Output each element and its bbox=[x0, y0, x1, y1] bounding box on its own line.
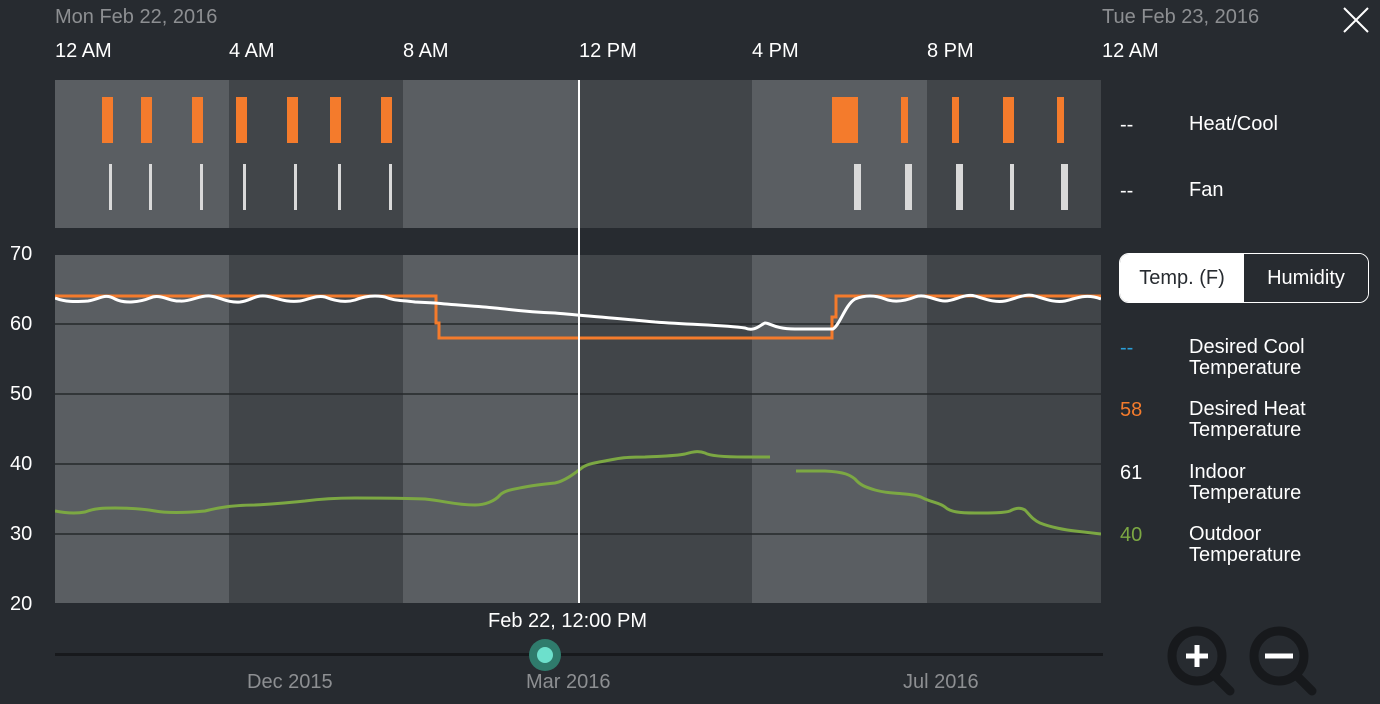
end-date: Tue Feb 23, 2016 bbox=[1102, 6, 1260, 28]
time-tick: 12 AM bbox=[1102, 40, 1159, 62]
indoor-temperature-line bbox=[55, 293, 1101, 331]
selected-time-label: Feb 22, 12:00 PM bbox=[488, 610, 647, 632]
start-date: Mon Feb 22, 2016 bbox=[55, 6, 218, 28]
y-tick: 20 bbox=[10, 593, 33, 615]
y-tick: 40 bbox=[10, 453, 33, 475]
heat-cool-value: -- bbox=[1120, 114, 1134, 136]
zoom-in-button[interactable] bbox=[1164, 625, 1236, 697]
outdoor-temperature-line-1 bbox=[55, 450, 770, 515]
close-icon bbox=[1343, 7, 1369, 33]
time-tick: 12 PM bbox=[579, 40, 637, 62]
zoom-out-button[interactable] bbox=[1248, 625, 1320, 697]
y-tick: 50 bbox=[10, 383, 33, 405]
time-tick: 4 PM bbox=[752, 40, 799, 62]
close-button[interactable] bbox=[1342, 6, 1370, 34]
heat-cool-label: Heat/Cool bbox=[1189, 113, 1278, 135]
y-tick: 70 bbox=[10, 243, 33, 265]
timeline-handle[interactable] bbox=[529, 639, 561, 671]
time-tick: 8 PM bbox=[927, 40, 974, 62]
metric-toggle[interactable]: Temp. (F) Humidity bbox=[1119, 253, 1369, 303]
month-label: Dec 2015 bbox=[247, 671, 333, 693]
toggle-humidity[interactable]: Humidity bbox=[1244, 254, 1368, 302]
month-label: Mar 2016 bbox=[526, 671, 611, 693]
desired-heat-line bbox=[55, 294, 1101, 340]
month-label: Jul 2016 bbox=[903, 671, 979, 693]
outdoor-value: 40 bbox=[1120, 524, 1143, 546]
activity-panel bbox=[55, 80, 1101, 228]
zoom-out-icon bbox=[1249, 626, 1317, 696]
toggle-temp[interactable]: Temp. (F) bbox=[1120, 254, 1244, 302]
y-tick: 60 bbox=[10, 313, 33, 335]
indoor-label: Indoor Temperature bbox=[1189, 461, 1302, 504]
temperature-chart[interactable] bbox=[55, 255, 1101, 603]
time-tick: 8 AM bbox=[403, 40, 449, 62]
fan-label: Fan bbox=[1189, 179, 1224, 201]
activity-bars bbox=[102, 97, 1068, 210]
chart-plot bbox=[55, 293, 1101, 536]
timeline-track[interactable] bbox=[55, 653, 1103, 656]
zoom-in-icon bbox=[1167, 626, 1235, 696]
fan-value: -- bbox=[1120, 180, 1134, 202]
indoor-value: 61 bbox=[1120, 462, 1143, 484]
desired-heat-label: Desired Heat Temperature bbox=[1189, 398, 1306, 441]
time-tick: 4 AM bbox=[229, 40, 275, 62]
outdoor-temperature-line-2 bbox=[796, 469, 1101, 536]
y-tick: 30 bbox=[10, 523, 33, 545]
desired-cool-label: Desired Cool Temperature bbox=[1189, 336, 1305, 379]
desired-cool-value: -- bbox=[1120, 337, 1134, 359]
outdoor-label: Outdoor Temperature bbox=[1189, 523, 1302, 566]
desired-heat-value: 58 bbox=[1120, 399, 1143, 421]
time-cursor[interactable] bbox=[578, 80, 580, 603]
time-tick: 12 AM bbox=[55, 40, 112, 62]
